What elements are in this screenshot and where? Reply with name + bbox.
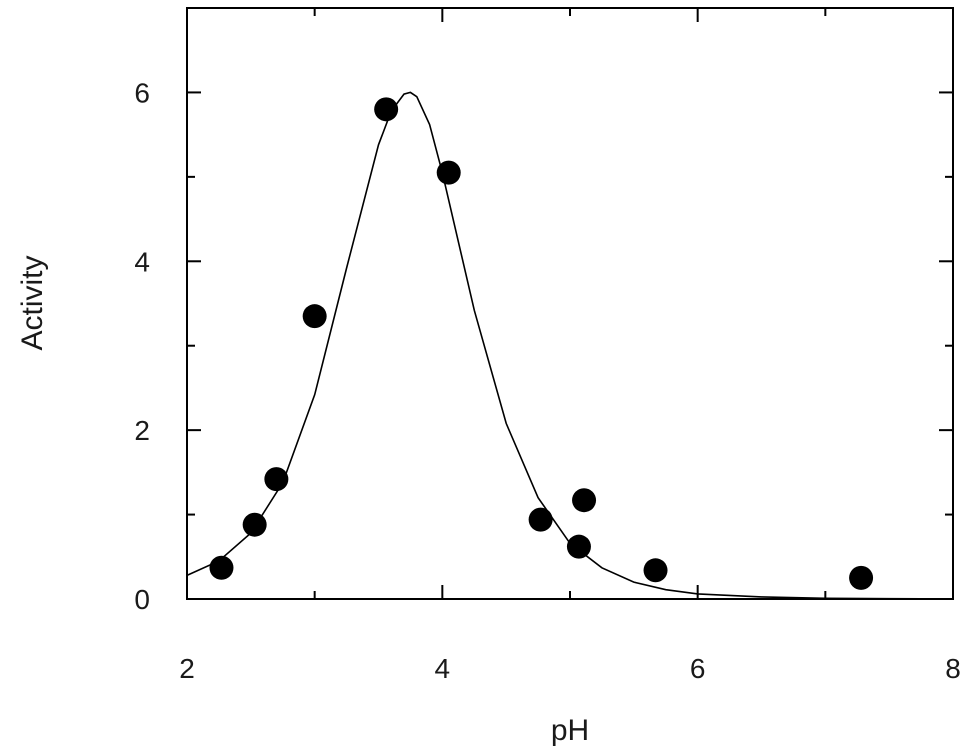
data-point — [209, 556, 233, 580]
axis-tick-labels: 2 4 6 8 0 2 4 6 — [134, 77, 960, 684]
plot-frame — [187, 8, 953, 599]
y-tick-label: 6 — [134, 77, 150, 108]
data-points — [209, 97, 873, 590]
x-axis-title: pH — [551, 714, 589, 747]
fitted-curve — [187, 92, 953, 599]
data-point — [374, 97, 398, 121]
data-point — [572, 488, 596, 512]
axis-ticks — [187, 8, 953, 599]
data-point — [644, 558, 668, 582]
data-point — [437, 161, 461, 185]
data-point — [529, 508, 553, 532]
y-tick-label: 4 — [134, 246, 150, 277]
x-tick-label: 8 — [945, 653, 961, 684]
data-point — [567, 535, 591, 559]
x-tick-label: 6 — [690, 653, 706, 684]
x-tick-label: 4 — [435, 653, 451, 684]
data-point — [849, 566, 873, 590]
data-point — [243, 513, 267, 537]
x-tick-label: 2 — [179, 653, 195, 684]
data-point — [264, 467, 288, 491]
data-point — [303, 304, 327, 328]
y-axis-title: Activity — [16, 255, 49, 350]
y-tick-label: 2 — [134, 415, 150, 446]
y-tick-label: 0 — [134, 584, 150, 615]
